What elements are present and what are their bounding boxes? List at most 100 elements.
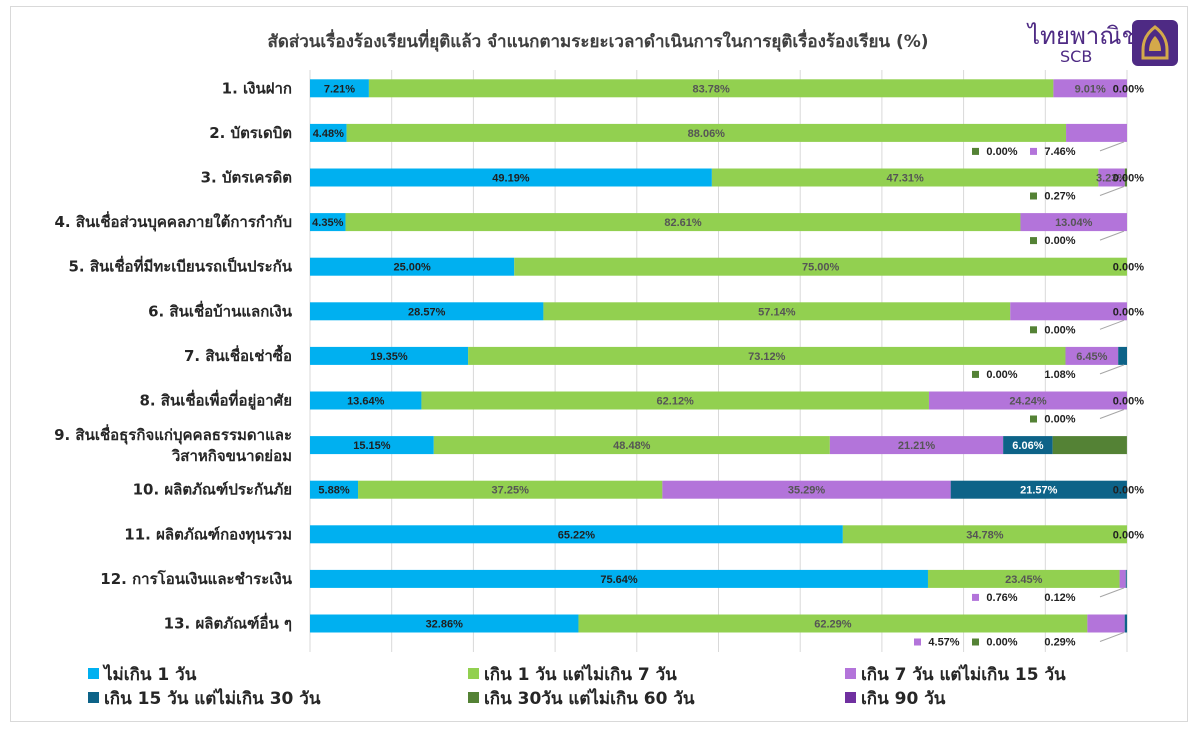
data-label: 6.45% xyxy=(1076,351,1107,363)
callout-label: 1.08% xyxy=(1044,369,1075,381)
data-label: 34.78% xyxy=(966,529,1004,541)
chart-title: สัดส่วนเรื่องร้องเรียนที่ยุติแล้ว จำแนกต… xyxy=(267,29,928,52)
end-label: 0.00% xyxy=(1113,306,1144,318)
end-label: 0.00% xyxy=(1113,485,1144,497)
callouts: 0.00% 7.46% 0.27% 0.00% 0.00% 0.00% 1.08% 0.00%… xyxy=(914,141,1125,649)
legend-label: เกิน 90 วัน xyxy=(861,689,946,709)
category-label: 6. สินเชื่อบ้านแลกเงิน xyxy=(148,300,293,320)
data-label: 21.57% xyxy=(1020,485,1058,497)
bar-segment xyxy=(514,257,1127,276)
bar-segment xyxy=(543,302,1011,321)
bar-segment xyxy=(1125,569,1127,588)
logo-thai-text: ไทยพาณิชย์ xyxy=(1026,22,1152,50)
callout-label: 0.00% xyxy=(1044,414,1075,426)
data-label: 15.15% xyxy=(353,440,391,452)
end-label: 0.00% xyxy=(1113,83,1144,95)
data-label: 62.29% xyxy=(814,619,852,631)
logo-en-text: SCB xyxy=(1060,47,1092,66)
data-label: 7.21% xyxy=(324,83,355,95)
bar-segment xyxy=(310,257,515,276)
data-label: 25.00% xyxy=(393,262,431,274)
data-label: 88.06% xyxy=(688,128,726,140)
legend-swatch xyxy=(468,668,479,679)
category-label: 11. ผลิตภัณฑ์กองทุนรวม xyxy=(124,525,292,544)
callout-marker xyxy=(1030,147,1037,155)
legend-label: เกิน 15 วัน แต่ไม่เกิน 30 วัน xyxy=(104,688,321,709)
callout-leader xyxy=(1099,409,1125,419)
bar-segment xyxy=(346,123,1067,142)
category-label: 7. สินเชื่อเช่าซื้อ xyxy=(184,344,292,365)
callout-label: 0.00% xyxy=(986,146,1017,158)
bar-segment xyxy=(950,480,1127,499)
data-label: 13.64% xyxy=(347,396,385,408)
callout-label: 0.00% xyxy=(1044,324,1075,336)
end-label: 0.00% xyxy=(1113,173,1144,185)
callout-leader xyxy=(1099,632,1125,642)
end-label: 0.00% xyxy=(1113,396,1144,408)
category-label: 1. เงินฝาก xyxy=(222,79,292,97)
bar-segment xyxy=(662,480,951,499)
callout-marker xyxy=(972,370,979,378)
data-label: 4.48% xyxy=(313,128,344,140)
bar-segment xyxy=(1087,614,1125,633)
data-label: 82.61% xyxy=(664,217,702,229)
callout-leader xyxy=(1099,141,1125,152)
bar-segment xyxy=(310,614,579,633)
callout-label: 0.00% xyxy=(1044,235,1075,247)
data-label: 62.12% xyxy=(657,396,695,408)
data-label: 75.00% xyxy=(802,262,840,274)
bar-segment xyxy=(1020,213,1127,232)
callout-marker xyxy=(1030,415,1037,423)
data-label: 9.01% xyxy=(1075,83,1106,95)
bar-segment xyxy=(1065,346,1119,365)
scb-logo: ไทยพาณิชย์ SCB xyxy=(1026,20,1178,66)
bar-segment xyxy=(1053,79,1127,98)
data-label: 49.19% xyxy=(492,173,530,185)
bar-segment xyxy=(1124,168,1127,187)
category-label: วิสาหกิจขนาดย่อม xyxy=(171,447,292,465)
bar-segment xyxy=(310,569,928,588)
bar-segment xyxy=(310,213,346,232)
category-label: 3. บัตรเครดิต xyxy=(201,169,292,187)
data-label: 6.06% xyxy=(1012,440,1043,452)
callout-leader xyxy=(1099,230,1125,241)
data-label: 57.14% xyxy=(758,306,796,318)
bar-segment xyxy=(310,525,843,544)
callout-label: 0.12% xyxy=(1044,592,1075,604)
bar-segment xyxy=(310,79,369,98)
data-label: 21.21% xyxy=(898,440,936,452)
legend: ไม่เกิน 1 วัน เกิน 1 วัน แต่ไม่เกิน 7 วัน… xyxy=(88,664,1066,709)
bar-segment xyxy=(1010,302,1127,321)
bar-segment xyxy=(1052,436,1127,455)
data-label: 3.23% xyxy=(1096,173,1127,185)
callout-label: 0.76% xyxy=(986,592,1017,604)
callout-label: 7.46% xyxy=(1044,146,1075,158)
legend-label: เกิน 7 วัน แต่ไม่เกิน 15 วัน xyxy=(861,664,1066,685)
callout-marker xyxy=(914,638,921,646)
bar-segment xyxy=(1118,346,1127,365)
data-label: 83.78% xyxy=(692,83,730,95)
bar-segment xyxy=(1003,436,1053,455)
category-label: 8. สินเชื่อเพื่อที่อยู่อาศัย xyxy=(139,390,292,411)
callout-label: 0.00% xyxy=(986,369,1017,381)
bars: 7.21% 83.78% 9.01% 0.00% 4.48% 88.06% 49.19% 47… xyxy=(310,79,1144,633)
bar-segment xyxy=(310,123,347,142)
category-label: 13. ผลิตภัณฑ์อื่น ๆ xyxy=(164,613,292,633)
category-label: 12. การโอนเงินและชำระเงิน xyxy=(100,569,292,588)
callout-leader xyxy=(1099,186,1125,196)
category-label: 5. สินเชื่อที่มีทะเบียนรถเป็นประกัน xyxy=(68,256,292,276)
bar-segment xyxy=(829,436,1004,455)
callout-marker xyxy=(1030,326,1037,334)
data-label: 28.57% xyxy=(408,306,446,318)
legend-swatch xyxy=(88,692,99,703)
bar-segment xyxy=(468,346,1066,365)
legend-swatch xyxy=(468,692,479,703)
legend-swatch xyxy=(845,692,856,703)
bar-segment xyxy=(310,480,359,499)
bar-segment xyxy=(1066,123,1127,142)
callout-marker xyxy=(1030,237,1037,245)
data-label: 73.12% xyxy=(748,351,786,363)
bar-segment xyxy=(1119,569,1126,588)
data-label: 75.64% xyxy=(600,574,638,586)
data-label: 35.29% xyxy=(788,485,826,497)
